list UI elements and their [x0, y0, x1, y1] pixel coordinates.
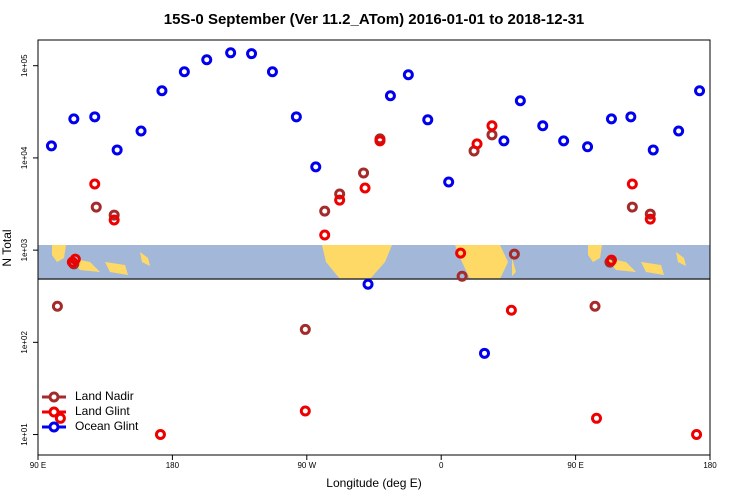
x-axis-label: Longitude (deg E): [326, 476, 421, 490]
point: [479, 347, 491, 359]
land: [52, 245, 150, 275]
point: [402, 69, 414, 81]
point: [537, 120, 549, 132]
y-tick-label: 1e+04: [20, 146, 29, 169]
point: [51, 300, 63, 312]
point: [498, 135, 510, 147]
point: [156, 85, 168, 97]
point: [299, 405, 311, 417]
x-tick-label: 180: [703, 461, 717, 470]
point: [90, 201, 102, 213]
point: [644, 208, 656, 220]
point: [111, 144, 123, 156]
point: [384, 90, 396, 102]
point: [647, 144, 659, 156]
point: [89, 111, 101, 123]
point: [589, 300, 601, 312]
point: [201, 54, 213, 66]
point: [605, 254, 617, 266]
x-tick-label: 180: [166, 461, 180, 470]
point: [362, 278, 374, 290]
legend-marker: [48, 406, 60, 418]
x-tick-label: 90 E: [567, 461, 583, 470]
point: [673, 125, 685, 137]
point: [505, 304, 517, 316]
point: [626, 201, 638, 213]
y-tick-label: 1e+01: [20, 423, 29, 446]
point: [154, 429, 166, 441]
legend-label: Land Glint: [75, 404, 130, 418]
point: [54, 412, 66, 424]
point: [626, 178, 638, 190]
point: [443, 176, 455, 188]
point: [514, 95, 526, 107]
chart-title: 15S-0 September (Ver 11.2_ATom) 2016-01-…: [164, 11, 585, 28]
point: [225, 47, 237, 59]
point: [374, 135, 386, 147]
x-tick-label: 0: [439, 461, 444, 470]
land: [455, 245, 516, 279]
point: [108, 209, 120, 221]
point: [45, 140, 57, 152]
point: [582, 141, 594, 153]
point: [455, 247, 467, 259]
point: [178, 66, 190, 78]
point: [310, 161, 322, 173]
point: [486, 129, 498, 141]
point: [422, 114, 434, 126]
point: [358, 167, 370, 179]
land: [322, 245, 392, 279]
point: [644, 213, 656, 225]
point: [694, 85, 706, 97]
legend-marker: [48, 391, 60, 403]
land: [588, 245, 686, 275]
point: [266, 66, 278, 78]
point: [319, 229, 331, 241]
point: [456, 270, 468, 282]
legend-marker: [48, 421, 60, 433]
point: [68, 113, 80, 125]
point: [299, 323, 311, 335]
point: [359, 182, 371, 194]
legend-label: Land Nadir: [75, 389, 134, 403]
point: [319, 205, 331, 217]
point: [246, 48, 258, 60]
legend-label: Ocean Glint: [75, 419, 139, 433]
y-tick-label: 1e+03: [20, 238, 29, 261]
point: [591, 412, 603, 424]
x-tick-label: 90 W: [297, 461, 316, 470]
y-tick-label: 1e+02: [20, 331, 29, 354]
y-axis-label: N Total: [0, 229, 14, 266]
point: [625, 111, 637, 123]
point: [471, 138, 483, 150]
map-strip: [38, 245, 710, 280]
x-tick-label: 90 E: [30, 461, 46, 470]
point: [605, 113, 617, 125]
point: [508, 248, 520, 260]
point: [334, 188, 346, 200]
point: [486, 120, 498, 132]
point: [108, 214, 120, 226]
point: [69, 253, 81, 265]
point: [691, 429, 703, 441]
point: [334, 194, 346, 206]
y-tick-label: 1e+05: [20, 54, 29, 77]
point: [558, 135, 570, 147]
plot-frame: [37, 39, 711, 456]
point: [135, 125, 147, 137]
point: [290, 111, 302, 123]
point: [89, 178, 101, 190]
